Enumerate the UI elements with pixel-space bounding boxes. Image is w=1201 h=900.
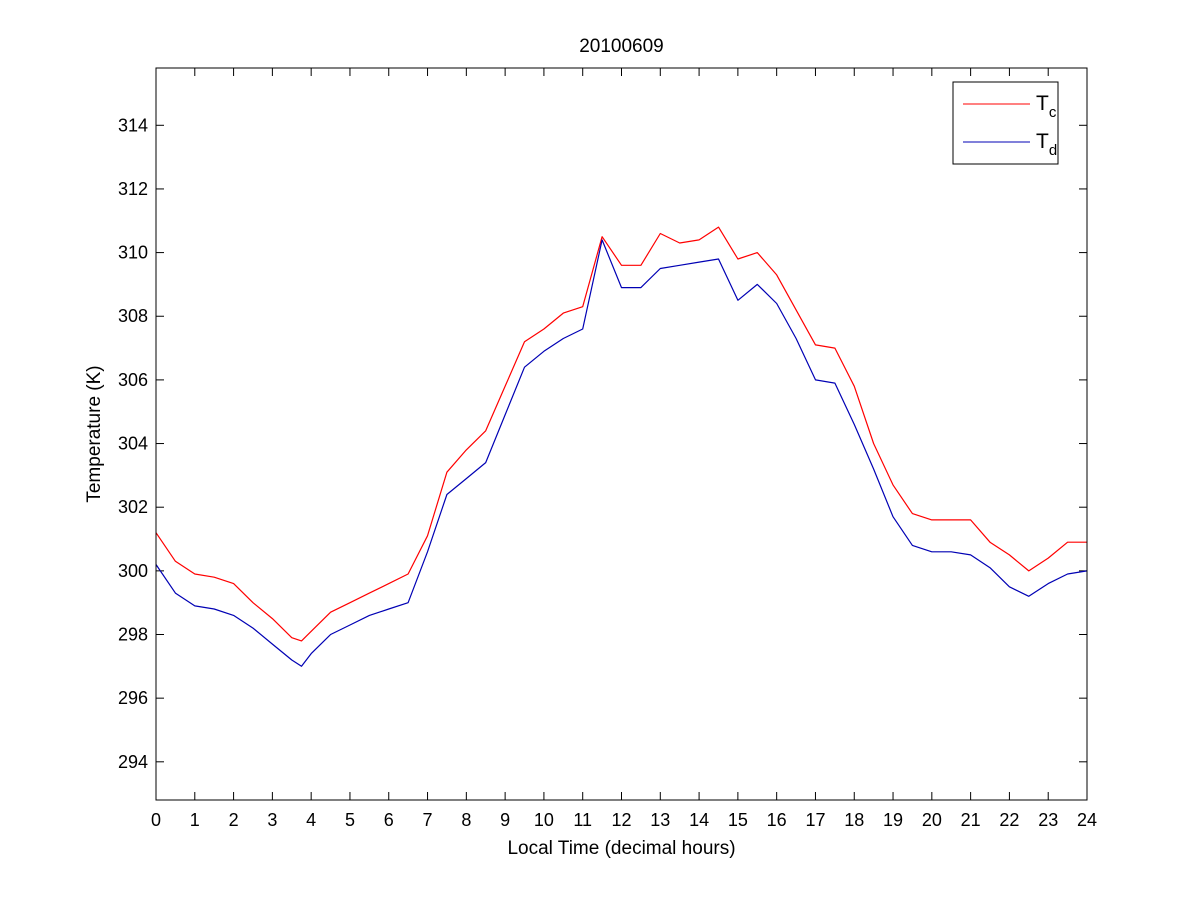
x-tick-label: 24 [1077, 810, 1097, 830]
x-tick-label: 18 [844, 810, 864, 830]
x-tick-label: 6 [384, 810, 394, 830]
x-tick-label: 4 [306, 810, 316, 830]
x-tick-label: 17 [805, 810, 825, 830]
y-tick-label: 304 [118, 434, 148, 454]
y-tick-label: 302 [118, 497, 148, 517]
legend-label-td-main: T [1036, 130, 1049, 153]
x-tick-label: 14 [689, 810, 709, 830]
y-tick-label: 298 [118, 625, 148, 645]
series-layer [155, 226, 1088, 667]
x-tick-label: 20 [922, 810, 942, 830]
legend: Tc Td [952, 81, 1059, 165]
x-tick-label: 0 [151, 810, 161, 830]
x-tick-label: 22 [999, 810, 1019, 830]
x-tick-label: 7 [423, 810, 433, 830]
x-tick-label: 9 [500, 810, 510, 830]
y-tick-label: 312 [118, 179, 148, 199]
legend-label-tc: Tc [1036, 92, 1057, 121]
x-tick-label: 13 [650, 810, 670, 830]
y-tick-label: 300 [118, 561, 148, 581]
x-tick-label: 23 [1038, 810, 1058, 830]
y-axis-label: Temperature (K) [84, 365, 105, 502]
x-tick-label: 19 [883, 810, 903, 830]
labels-layer: 20100609 Local Time (decimal hours) Temp… [84, 36, 736, 859]
y-tick-label: 314 [118, 115, 148, 135]
legend-label-tc-main: T [1036, 92, 1049, 115]
x-tick-label: 11 [573, 810, 592, 830]
legend-box [952, 81, 1059, 165]
x-tick-label: 21 [961, 810, 981, 830]
y-tick-label: 310 [118, 243, 148, 263]
x-tick-label: 15 [728, 810, 748, 830]
x-tick-label: 3 [267, 810, 277, 830]
x-tick-label: 2 [229, 810, 239, 830]
x-tick-label: 1 [190, 810, 200, 830]
ticks-layer: 0 1 2 3 4 5 6 7 8 9 10 11 12 13 14 15 16 17 18 19 20 21 22 23 24… [118, 68, 1097, 830]
legend-label-tc-sub: c [1049, 104, 1057, 121]
series-line-t-c [155, 226, 1087, 642]
legend-label-td-sub: d [1049, 142, 1057, 159]
x-tick-label: 8 [461, 810, 471, 830]
y-tick-label: 296 [118, 688, 148, 708]
y-tick-label: 308 [118, 306, 148, 326]
chart-title: 20100609 [579, 36, 664, 57]
y-tick-label: 306 [118, 370, 148, 390]
legend-label-td: Td [1036, 130, 1057, 159]
y-tick-label: 294 [118, 752, 148, 772]
plot-area-frame [155, 67, 1088, 801]
x-tick-label: 12 [611, 810, 631, 830]
series-line-t-d [155, 239, 1088, 667]
plot-area-background [156, 68, 1087, 800]
x-axis-label: Local Time (decimal hours) [507, 838, 735, 859]
x-tick-label: 10 [534, 810, 554, 830]
x-tick-label: 5 [345, 810, 355, 830]
x-tick-label: 16 [767, 810, 787, 830]
